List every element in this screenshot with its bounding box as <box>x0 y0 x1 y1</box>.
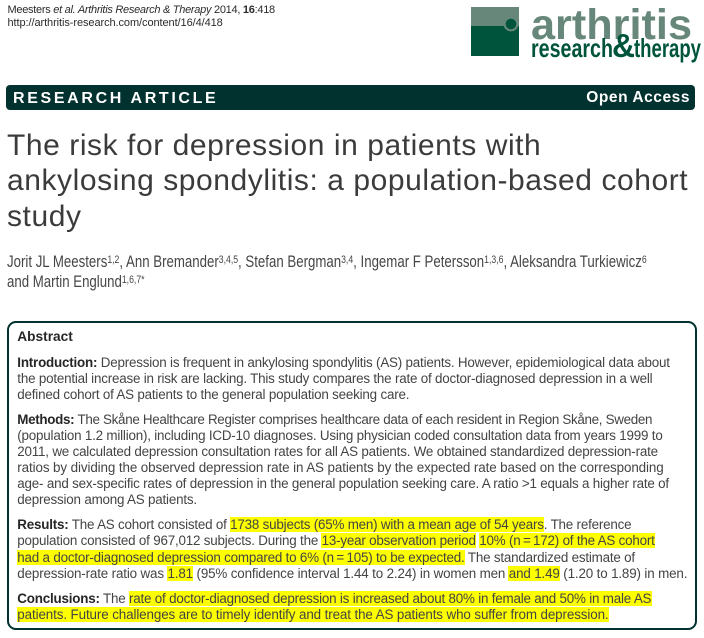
svg-text:research: research <box>531 33 613 63</box>
svg-text:&: & <box>612 27 635 64</box>
svg-text:arthritis: arthritis <box>531 6 692 49</box>
svg-text:therapy: therapy <box>634 33 701 63</box>
